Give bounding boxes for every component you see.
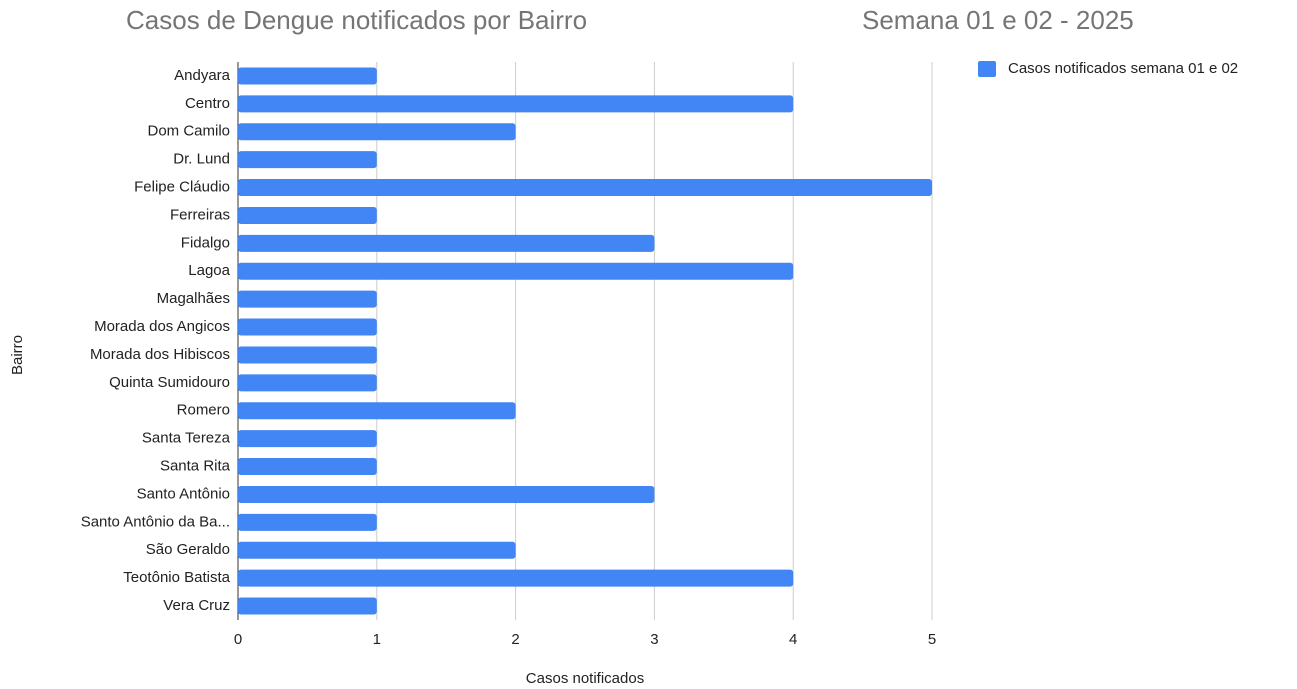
bar [238,346,377,364]
y-tick-label: Teotônio Batista [123,569,230,586]
y-axis-label: Bairro [9,335,26,375]
y-tick-label: Quinta Sumidouro [109,374,230,391]
y-tick-label: Ferreiras [170,206,230,223]
bar [238,569,794,587]
y-tick-label: Santa Tereza [142,430,231,447]
x-axis-label: Casos notificados [526,670,644,687]
bar [238,262,794,280]
bar [238,374,377,392]
x-tick-label: 0 [234,631,242,648]
x-tick-label: 3 [650,631,658,648]
bar [238,206,377,224]
bar [238,430,377,448]
y-tick-label: Lagoa [188,262,230,279]
x-tick-label: 5 [928,631,936,648]
y-tick-label: Centro [185,95,230,112]
y-tick-label: Dom Camilo [147,123,230,140]
bar [238,290,377,308]
x-tick-label: 2 [511,631,519,648]
y-tick-label: Andyara [174,67,231,84]
y-tick-label: Romero [177,402,230,419]
bar [238,234,655,252]
y-tick-label: Morada dos Angicos [94,318,230,335]
bar [238,95,794,113]
y-tick-label: Santo Antônio [137,485,230,502]
y-tick-label: Dr. Lund [173,151,230,168]
chart-title: Casos de Dengue notificados por Bairro [126,5,587,35]
y-tick-label: Santo Antônio da Ba... [81,513,230,530]
y-tick-label: Felipe Cláudio [134,179,230,196]
legend-swatch [978,61,996,77]
y-tick-label: São Geraldo [146,541,230,558]
bar [238,541,516,559]
bar [238,318,377,336]
bar [238,597,377,615]
bar [238,485,655,503]
y-tick-label: Fidalgo [181,234,230,251]
y-tick-label: Magalhães [157,290,230,307]
bar [238,123,516,141]
y-tick-label: Morada dos Hibiscos [90,346,230,363]
legend-label: Casos notificados semana 01 e 02 [1008,60,1238,77]
bar [238,67,377,85]
bar [238,151,377,169]
x-tick-label: 4 [789,631,797,648]
y-tick-label: Santa Rita [160,458,231,475]
bar [238,402,516,420]
bar [238,458,377,476]
y-tick-label: Vera Cruz [163,597,230,614]
bar [238,179,932,197]
x-tick-label: 1 [373,631,381,648]
bar [238,513,377,531]
chart-subtitle: Semana 01 e 02 - 2025 [862,5,1134,35]
